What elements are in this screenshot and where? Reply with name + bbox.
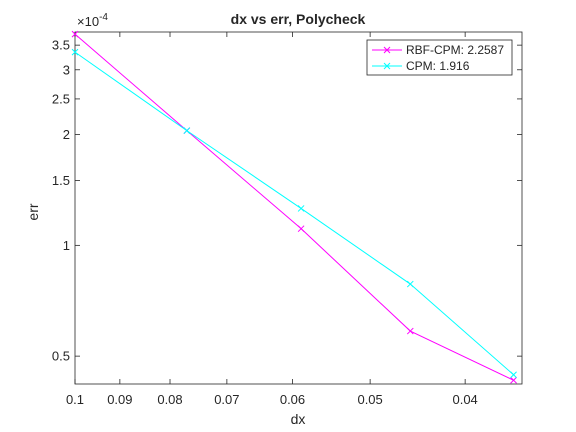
x-axis-label: dx (291, 411, 306, 427)
y-tick-label: 3 (63, 62, 70, 77)
data-point-marker (297, 205, 305, 212)
legend-entry-rbf-cpm: RBF-CPM: 2.2587 (406, 43, 504, 57)
y-tick-label: 0.5 (52, 349, 70, 364)
legend-box (366, 39, 513, 76)
chart-title: dx vs err, Polycheck (231, 11, 366, 27)
data-point-marker (406, 327, 414, 335)
x-tick-label: 0.1 (66, 392, 84, 407)
y-tick-label: 1.5 (52, 173, 70, 188)
y-exponent-power: -4 (99, 12, 108, 23)
x-tick-label: 0.09 (107, 392, 132, 407)
y-exponent-base: ×10 (77, 14, 99, 29)
data-point-marker (510, 371, 517, 379)
legend[interactable]: RBF-CPM: 2.2587 CPM: 1.916 (366, 39, 513, 76)
plot-area (74, 31, 523, 385)
data-point-marker (297, 225, 305, 233)
legend-entry-cpm: CPM: 1.916 (406, 59, 470, 73)
x-axis-ticks: 0.1 0.09 0.08 0.07 0.06 0.05 0.04 (66, 32, 478, 407)
data-point-marker (183, 127, 191, 134)
y-exponent-label: ×10-4 (77, 12, 108, 29)
data-point-marker (71, 30, 79, 38)
series-layer (71, 30, 517, 384)
y-tick-label: 1 (63, 238, 70, 253)
x-tick-label: 0.07 (214, 392, 239, 407)
legend-marker-rbf-cpm (383, 46, 391, 54)
x-tick-label: 0.04 (452, 392, 477, 407)
y-tick-label: 2.5 (52, 91, 70, 106)
x-tick-label: 0.05 (357, 392, 382, 407)
y-tick-label: 3.5 (52, 38, 70, 53)
y-tick-label: 2 (63, 127, 70, 142)
data-point-marker (406, 280, 414, 288)
x-tick-label: 0.06 (280, 392, 305, 407)
legend-marker-cpm (383, 62, 391, 70)
y-axis-label: err (25, 203, 41, 220)
y-axis-ticks: 0.5 1 1.5 2 2.5 3 3.5 (52, 38, 522, 364)
x-tick-label: 0.08 (157, 392, 182, 407)
data-point-marker (510, 376, 517, 384)
data-point-marker (71, 48, 79, 56)
